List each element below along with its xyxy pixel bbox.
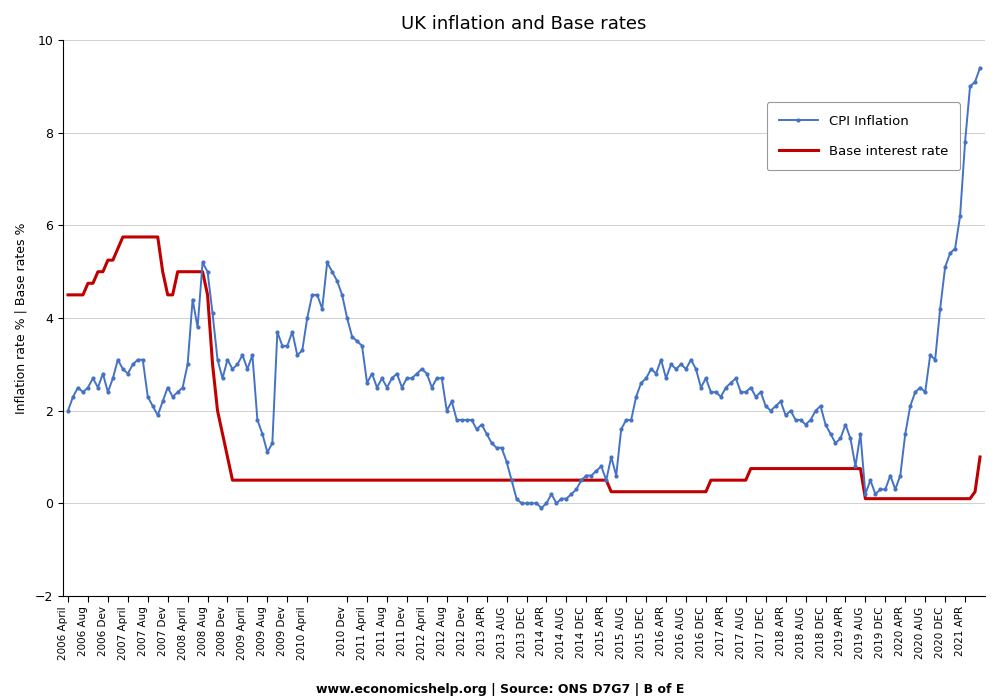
Base interest rate (859, 494, 871, 503)
CPI Inflation (72, 383, 84, 392)
Base interest rate (62, 291, 74, 299)
CPI Inflation (371, 383, 383, 392)
Base interest rate (72, 291, 84, 299)
Legend: CPI Inflation, Base interest rate: CPI Inflation, Base interest rate (767, 102, 960, 171)
CPI Inflation (964, 82, 976, 90)
Base interest rate (959, 494, 971, 503)
Base interest rate (421, 476, 433, 484)
Y-axis label: Inflation rate % | Base rates %: Inflation rate % | Base rates % (15, 222, 28, 414)
Base interest rate (974, 453, 986, 461)
Base interest rate (969, 488, 981, 496)
CPI Inflation (535, 504, 547, 512)
Line: Base interest rate: Base interest rate (68, 237, 980, 498)
Text: www.economicshelp.org | Source: ONS D7G7 | B of E: www.economicshelp.org | Source: ONS D7G7… (316, 683, 684, 695)
Base interest rate (117, 232, 129, 241)
Base interest rate (486, 476, 498, 484)
CPI Inflation (416, 365, 428, 373)
Base interest rate (376, 476, 388, 484)
CPI Inflation (974, 64, 986, 72)
CPI Inflation (62, 406, 74, 415)
CPI Inflation (481, 429, 493, 438)
Line: CPI Inflation: CPI Inflation (67, 67, 981, 509)
CPI Inflation (954, 212, 966, 221)
Title: UK inflation and Base rates: UK inflation and Base rates (401, 15, 647, 33)
